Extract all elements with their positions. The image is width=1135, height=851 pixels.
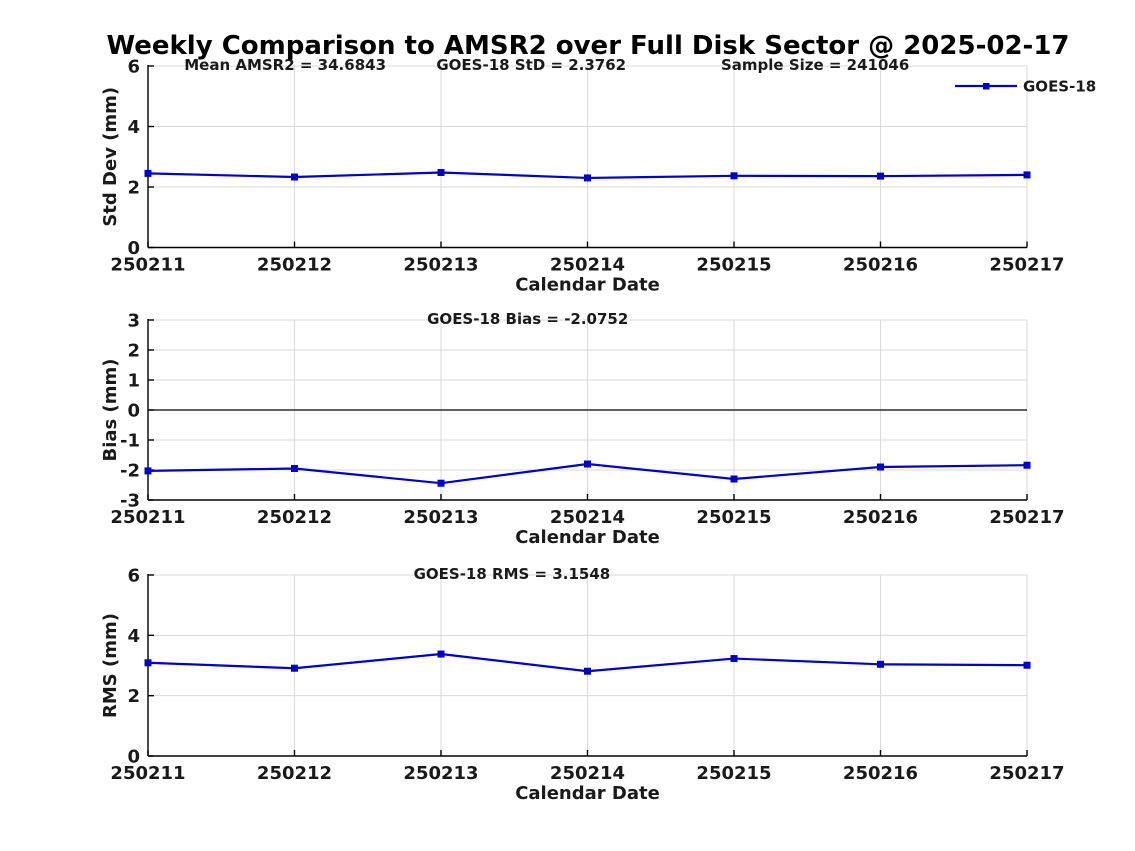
data-point-marker [144, 467, 152, 475]
data-point-marker [144, 169, 152, 177]
y-axis-label: Bias (mm) [100, 359, 121, 462]
data-point-marker [1023, 461, 1031, 469]
y-tick-label: 2 [127, 686, 140, 707]
y-tick-label: 1 [127, 371, 140, 392]
x-tick-label: 250217 [989, 255, 1064, 276]
data-point-marker [291, 465, 298, 472]
y-tick-label: 0 [127, 747, 140, 768]
x-tick-label: 250216 [843, 507, 918, 528]
data-point-marker [437, 650, 445, 658]
x-tick-label: 250213 [403, 763, 478, 784]
legend-marker [983, 83, 990, 90]
y-tick-label: -2 [120, 461, 140, 482]
figure-title: Weekly Comparison to AMSR2 over Full Dis… [106, 31, 1070, 61]
y-tick-label: 2 [127, 178, 140, 199]
x-axis-label: Calendar Date [515, 783, 660, 804]
x-axis-label: Calendar Date [515, 527, 660, 548]
data-point-marker [584, 174, 591, 182]
data-point-marker [1023, 661, 1031, 669]
y-axis-label: Std Dev (mm) [100, 87, 121, 227]
x-tick-label: 250216 [843, 255, 918, 276]
data-point-marker [584, 460, 591, 468]
x-axis-label: Calendar Date [515, 275, 660, 296]
x-tick-label: 250211 [110, 507, 185, 528]
x-tick-label: 250217 [989, 763, 1064, 784]
x-tick-label: 250216 [843, 763, 918, 784]
x-tick-label: 250213 [403, 507, 478, 528]
x-tick-label: 250211 [110, 763, 185, 784]
legend [955, 83, 1017, 90]
stat-annotation: Sample Size = 241046 [721, 56, 909, 74]
data-point-marker [1023, 171, 1031, 179]
legend-label: GOES-18 [1023, 78, 1096, 96]
subplot-bias [144, 319, 1031, 501]
data-point-marker [877, 660, 884, 668]
data-point-marker [877, 172, 884, 180]
data-point-marker [291, 664, 298, 672]
y-tick-label: -1 [120, 431, 140, 452]
data-point-marker [437, 479, 445, 487]
x-tick-label: 250214 [550, 255, 625, 276]
data-point-marker [730, 172, 738, 180]
data-point-marker [730, 475, 738, 483]
x-tick-label: 250212 [257, 507, 332, 528]
y-axis-label: RMS (mm) [100, 613, 121, 718]
data-point-marker [144, 659, 152, 667]
y-tick-label: 4 [127, 117, 140, 138]
data-point-marker [584, 667, 591, 675]
x-tick-label: 250212 [257, 763, 332, 784]
x-tick-label: 250214 [550, 763, 625, 784]
x-tick-label: 250213 [403, 255, 478, 276]
x-tick-label: 250212 [257, 255, 332, 276]
subplot-std-dev [144, 65, 1031, 249]
y-tick-label: 0 [127, 401, 140, 422]
y-tick-label: 6 [127, 57, 140, 78]
y-tick-label: 2 [127, 341, 140, 362]
x-tick-label: 250211 [110, 255, 185, 276]
stat-annotation: Mean AMSR2 = 34.6843 [184, 56, 386, 74]
x-tick-label: 250215 [696, 763, 771, 784]
y-tick-label: 0 [127, 238, 140, 259]
x-tick-label: 250217 [989, 507, 1064, 528]
y-tick-label: 6 [127, 566, 140, 587]
stat-annotation: GOES-18 StD = 2.3762 [436, 56, 626, 74]
y-tick-label: 4 [127, 626, 140, 647]
data-point-marker [730, 655, 738, 663]
data-point-marker [291, 173, 298, 181]
stat-annotation: GOES-18 RMS = 3.1548 [414, 565, 611, 583]
x-tick-label: 250215 [696, 507, 771, 528]
data-point-marker [877, 463, 884, 471]
y-tick-label: -3 [120, 491, 140, 512]
data-point-marker [437, 168, 445, 176]
x-tick-label: 250214 [550, 507, 625, 528]
y-tick-label: 3 [127, 311, 140, 332]
stat-annotation: GOES-18 Bias = -2.0752 [427, 310, 628, 328]
subplot-rms [144, 574, 1031, 757]
x-tick-label: 250215 [696, 255, 771, 276]
